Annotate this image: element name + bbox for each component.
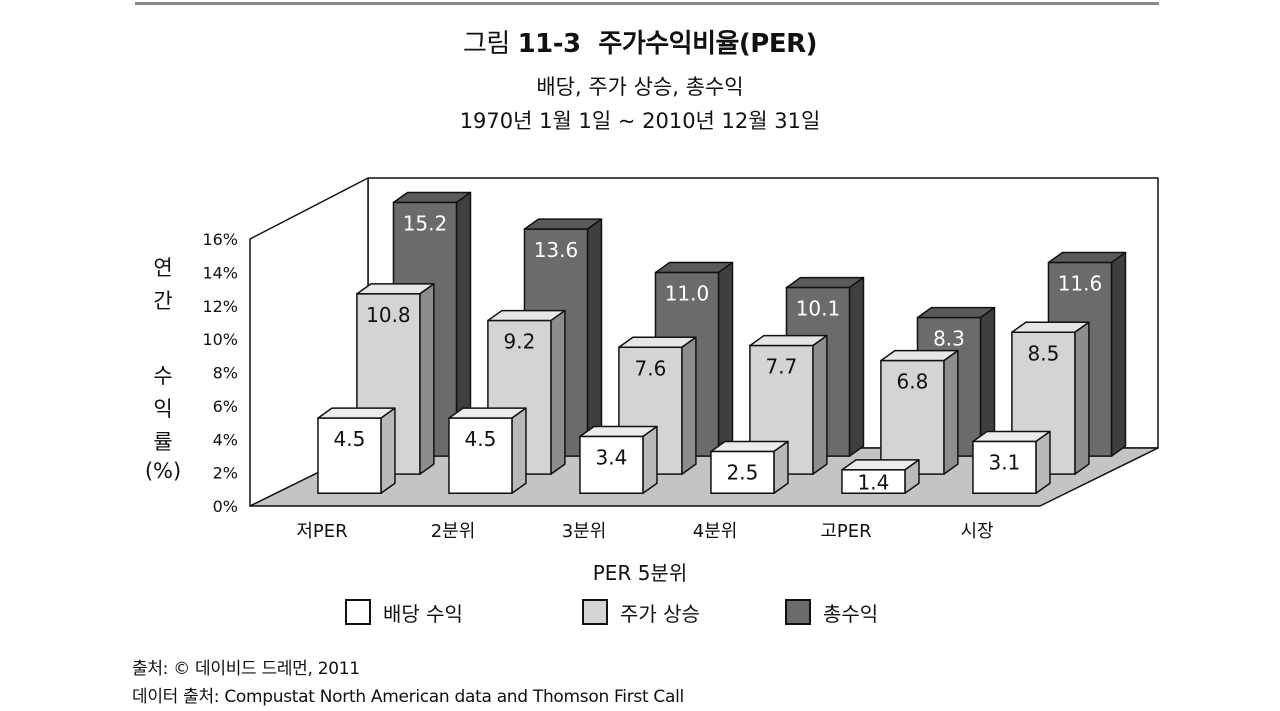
legend-item-price: 주가 상승 (582, 597, 700, 627)
y-tick-label: 2% (213, 464, 238, 483)
bar (448, 417, 513, 494)
title-block: 그림 11-3 주가수익비율(PER) 배당, 주가 상승, 총수익 1970년… (0, 26, 1280, 136)
x-tick-label: 시장 (960, 521, 993, 542)
footnote-source: 출처: © 데이비드 드레먼, 2011 (132, 659, 360, 679)
bar (317, 417, 382, 494)
x-tick-label: 4분위 (693, 521, 738, 542)
figure-label: 그림 (462, 29, 510, 59)
bar-side-face (1110, 251, 1127, 457)
data-label: 11.6 (1058, 272, 1103, 296)
y-tick-label: 4% (213, 430, 238, 449)
bar (972, 440, 1037, 494)
bar-side-face (550, 309, 566, 475)
bar-side-face (642, 425, 658, 494)
x-axis-title: PER 5분위 (593, 561, 687, 585)
bar (710, 450, 775, 494)
figure-subtitle: 배당, 주가 상승, 총수익 (536, 75, 744, 99)
footnote-data-source: 데이터 출처: Compustat North American data an… (132, 687, 684, 707)
bar (880, 359, 945, 475)
data-label: 9.2 (503, 330, 535, 354)
y-axis-label-line: (%) (144, 459, 182, 483)
figure-period: 1970년 1월 1일 ~ 2010년 12월 31일 (459, 109, 821, 133)
x-tick-label: 고PER (820, 521, 871, 542)
data-label: 7.7 (765, 355, 797, 379)
y-tick-label: 12% (202, 297, 238, 316)
data-label: 10.1 (796, 297, 841, 321)
bar-side-face (1074, 321, 1090, 475)
data-label: 4.5 (465, 427, 497, 451)
y-tick-label: 16% (202, 230, 238, 249)
data-label: 7.6 (634, 356, 666, 380)
legend-swatch-total (785, 599, 811, 625)
data-label: 6.8 (896, 370, 928, 394)
data-label: 3.4 (596, 446, 628, 470)
y-tick-label: 14% (202, 263, 238, 282)
bar (579, 435, 644, 494)
legend-label-dividend: 배당 수익 (383, 601, 463, 626)
data-label: 2.5 (727, 461, 759, 485)
data-label: 15.2 (403, 211, 448, 235)
legend-label-total: 총수익 (823, 601, 879, 626)
legend-swatch-dividend (345, 599, 371, 625)
data-label: 4.5 (334, 427, 366, 451)
legend-item-total: 총수익 (785, 597, 878, 627)
bar-side-face (812, 334, 828, 475)
y-tick-label: 10% (202, 330, 238, 349)
x-tick-label: 2분위 (431, 521, 476, 542)
legend-swatch-price (582, 599, 608, 625)
y-axis-label-line: 익 (153, 397, 173, 421)
y-axis-label-line: 간 (153, 289, 173, 313)
bar-side-face (380, 407, 396, 494)
data-label: 1.4 (858, 471, 890, 495)
y-axis-label-line: 률 (153, 430, 173, 454)
data-label: 10.8 (366, 303, 411, 327)
bar-side-face (717, 261, 734, 457)
y-tick-label: 0% (213, 497, 238, 516)
data-label: 8.3 (933, 327, 965, 351)
data-label: 3.1 (989, 451, 1021, 475)
y-tick-label: 6% (213, 397, 238, 416)
bar-side-face (848, 276, 865, 457)
data-label: 8.5 (1027, 341, 1059, 365)
bar-side-face (419, 283, 435, 475)
y-tick-label: 8% (213, 364, 238, 383)
x-tick-label: 저PER (296, 521, 347, 542)
bar-side-face (773, 440, 789, 494)
y-axis-label-line: 연 (153, 256, 173, 280)
legend-item-dividend: 배당 수익 (345, 597, 463, 627)
legend-label-price: 주가 상승 (620, 601, 700, 626)
y-axis-label-line: 수 (153, 364, 173, 388)
bar-side-face (681, 336, 697, 475)
bar-side-face (511, 407, 527, 494)
figure-title: 그림 11-3 주가수익비율(PER) (0, 26, 1280, 62)
data-label: 11.0 (665, 282, 710, 306)
x-tick-label: 3분위 (562, 521, 607, 542)
bar-side-face (586, 218, 603, 457)
bar-side-face (943, 349, 959, 475)
top-rule (135, 2, 1159, 5)
figure-title-text: 주가수익비율(PER) (598, 29, 818, 59)
bar-side-face (1035, 430, 1051, 494)
figure-number: 11-3 (517, 29, 582, 59)
data-label: 13.6 (534, 238, 579, 262)
bar (841, 469, 906, 494)
